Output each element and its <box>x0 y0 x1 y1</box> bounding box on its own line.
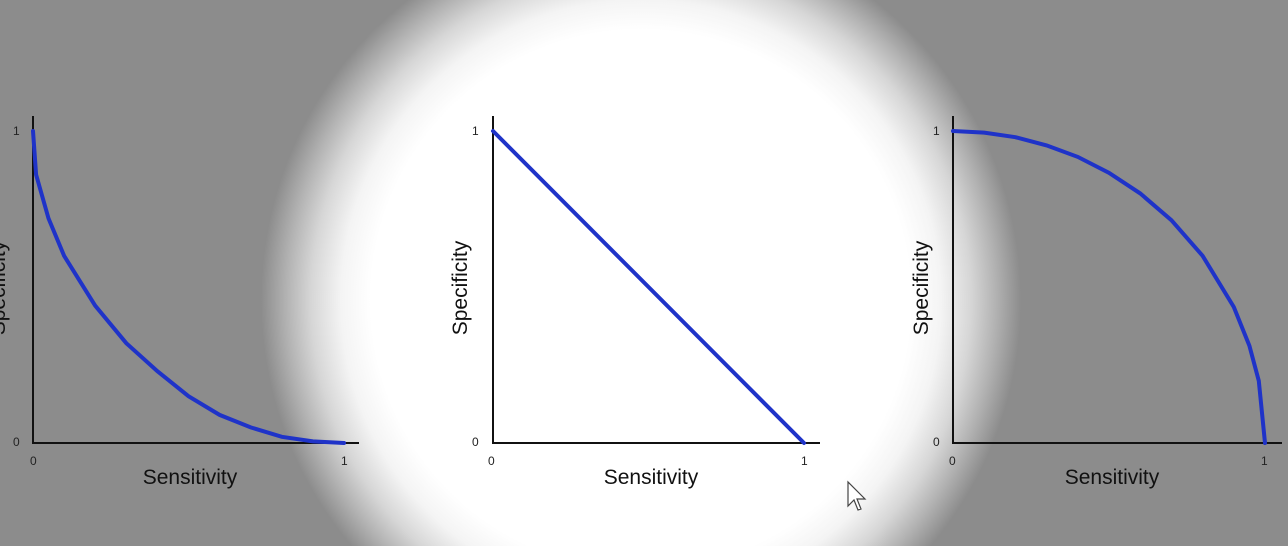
chart-2-axes <box>492 116 820 444</box>
chart-2-ytick-top: 1 <box>472 124 479 138</box>
chart-2: 1 0 0 1 Sensitivity Specificity <box>449 116 820 489</box>
chart-1-ylabel: Specificity <box>0 240 10 335</box>
chart-1-axes <box>32 116 359 444</box>
chart-3-axes <box>952 116 1282 444</box>
chart-3-xlabel: Sensitivity <box>1065 466 1160 489</box>
chart-1-xtick-right: 1 <box>341 454 348 468</box>
chart-1-xlabel: Sensitivity <box>143 466 238 489</box>
chart-1-curve <box>31 129 346 445</box>
chart-1-ytick-top: 1 <box>13 124 20 138</box>
chart-2-curve <box>491 129 806 445</box>
chart-3-curve <box>951 129 1267 445</box>
chart-1-xtick-left: 0 <box>30 454 37 468</box>
chart-3-ytick-bottom: 0 <box>933 435 940 449</box>
chart-2-ytick-bottom: 0 <box>472 435 479 449</box>
chart-3-xtick-left: 0 <box>949 454 956 468</box>
chart-2-xtick-right: 1 <box>801 454 808 468</box>
chart-2-xlabel: Sensitivity <box>604 466 699 489</box>
chart-3-xtick-right: 1 <box>1261 454 1268 468</box>
chart-1: 1 0 0 1 Sensitivity Specificity <box>0 116 359 489</box>
chart-3-ytick-top: 1 <box>933 124 940 138</box>
chart-2-ylabel: Specificity <box>449 240 472 335</box>
mouse-pointer-icon <box>847 480 867 511</box>
chart-3: 1 0 0 1 Sensitivity Specificity <box>910 116 1282 489</box>
chart-3-ylabel: Specificity <box>910 240 933 335</box>
chart-1-ytick-bottom: 0 <box>13 435 20 449</box>
chart-2-xtick-left: 0 <box>488 454 495 468</box>
